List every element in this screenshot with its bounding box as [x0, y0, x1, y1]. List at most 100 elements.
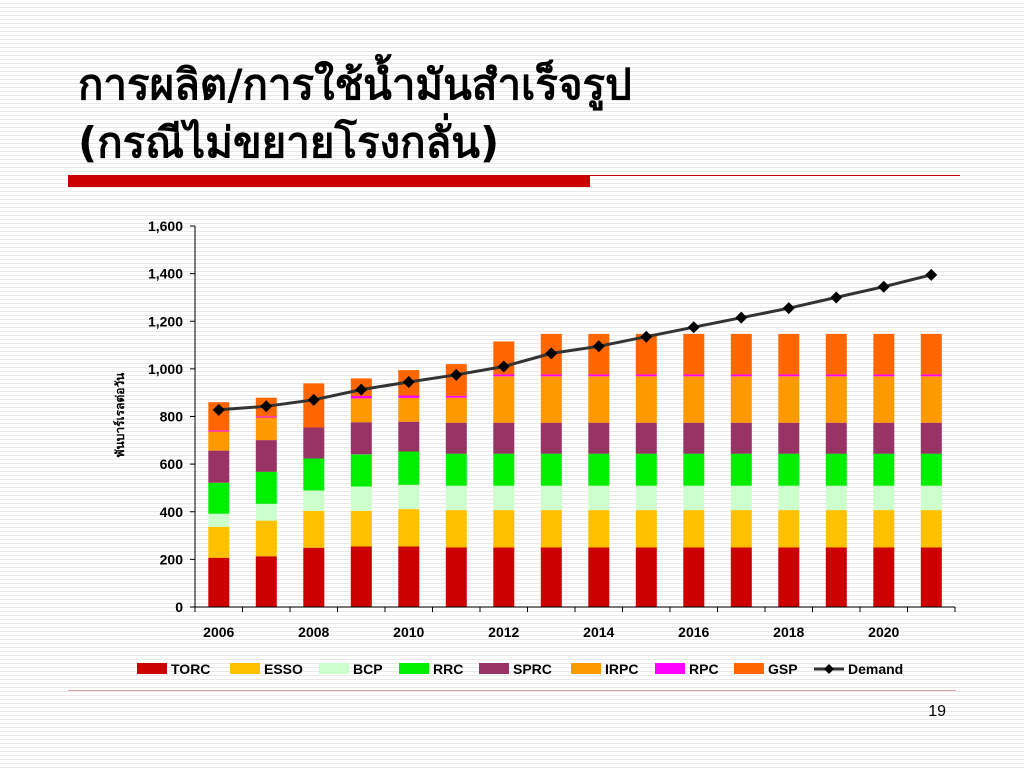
bar-sprc-2008 — [303, 427, 325, 459]
bar-rrc-2010 — [398, 451, 420, 485]
x-tick-label: 2012 — [488, 624, 519, 640]
legend-swatch-sprc — [479, 663, 509, 674]
bar-bcp-2013 — [540, 485, 562, 511]
y-tick-label: 1,200 — [148, 313, 183, 329]
bar-rrc-2021 — [920, 453, 942, 486]
bar-irpc-2019 — [825, 376, 847, 423]
bar-rpc-2007 — [255, 416, 277, 418]
bar-irpc-2018 — [778, 376, 800, 423]
demand-point-2007 — [260, 400, 273, 413]
legend: TORC ESSO BCP RRC SPRC IRPC RPC GSP Demand — [137, 661, 903, 677]
bar-gsp-2017 — [730, 333, 752, 375]
bar-torc-2012 — [493, 547, 515, 607]
bar-rrc-2008 — [303, 458, 325, 491]
bar-rpc-2018 — [778, 374, 800, 377]
bar-rpc-2013 — [540, 374, 562, 377]
bar-sprc-2013 — [540, 422, 562, 454]
legend-swatch-rrc — [399, 663, 429, 674]
bar-sprc-2020 — [873, 422, 895, 454]
axes-layer: 0 200 400 600 800 1,000 1,200 1,400 1,600 2006 200… — [148, 218, 956, 640]
demand-point-2010 — [402, 375, 415, 388]
demand-point-2011 — [450, 368, 463, 381]
y-tick-label: 0 — [175, 599, 183, 615]
bar-irpc-2013 — [540, 376, 562, 423]
bar-rpc-2010 — [398, 395, 420, 398]
bar-torc-2016 — [683, 547, 705, 607]
bar-bcp-2015 — [635, 485, 657, 511]
bar-bcp-2011 — [445, 485, 467, 511]
bar-bcp-2020 — [873, 485, 895, 511]
legend-swatch-bcp — [319, 663, 349, 674]
bar-bcp-2009 — [350, 486, 372, 511]
page-number: 19 — [928, 703, 946, 720]
legend-swatch-esso — [230, 663, 260, 674]
bar-sprc-2011 — [445, 422, 467, 454]
bar-bcp-2019 — [825, 485, 847, 511]
bar-rpc-2011 — [445, 395, 467, 398]
bar-rrc-2007 — [255, 471, 277, 504]
footer-rule — [68, 690, 956, 691]
demand-point-2012 — [497, 360, 510, 373]
bar-gsp-2019 — [825, 333, 847, 375]
x-tick-label: 2014 — [583, 624, 614, 640]
bar-irpc-2012 — [493, 376, 515, 423]
bar-bcp-2010 — [398, 484, 420, 510]
bar-sprc-2007 — [255, 440, 277, 472]
bar-bcp-2016 — [683, 485, 705, 511]
bar-rrc-2019 — [825, 453, 847, 486]
bar-bcp-2021 — [920, 485, 942, 511]
demand-point-2021 — [925, 268, 938, 281]
legend-marker-demand — [824, 664, 834, 674]
y-tick-label: 1,600 — [148, 218, 183, 234]
demand-line — [218, 273, 932, 412]
bar-irpc-2021 — [920, 376, 942, 423]
bar-rrc-2018 — [778, 453, 800, 486]
bar-bcp-2014 — [588, 485, 610, 511]
bar-esso-2018 — [778, 510, 800, 548]
bar-sprc-2006 — [208, 450, 230, 483]
title-line-1: การผลิต/การใช้น้ำมันสำเร็จรูป — [78, 60, 632, 109]
bar-rpc-2006 — [208, 430, 230, 432]
bar-torc-2010 — [398, 546, 420, 607]
bar-irpc-2016 — [683, 376, 705, 423]
title-line-2: (กรณีไม่ขยายโรงกลั่น) — [78, 118, 500, 167]
demand-point-2013 — [545, 347, 558, 360]
bar-torc-2015 — [635, 547, 657, 607]
bar-torc-2019 — [825, 547, 847, 607]
bar-rpc-2017 — [730, 374, 752, 377]
bar-rpc-2009 — [350, 396, 372, 399]
bar-irpc-2010 — [398, 397, 420, 422]
bar-gsp-2020 — [873, 333, 895, 375]
demand-point-2019 — [830, 291, 843, 304]
bar-esso-2015 — [635, 510, 657, 548]
legend-swatch-torc — [137, 663, 167, 674]
bar-torc-2011 — [445, 547, 467, 607]
bar-irpc-2020 — [873, 376, 895, 423]
x-tick-label: 2020 — [868, 624, 899, 640]
demand-point-2009 — [355, 383, 368, 396]
bar-torc-2007 — [255, 556, 277, 607]
x-tick-label: 2016 — [678, 624, 709, 640]
bar-esso-2009 — [350, 510, 372, 547]
demand-line-layer — [212, 268, 938, 416]
demand-point-2015 — [640, 330, 653, 343]
bar-torc-2006 — [208, 557, 230, 607]
bar-esso-2011 — [445, 510, 467, 548]
legend-label-rrc: RRC — [433, 661, 463, 677]
bar-rrc-2015 — [635, 453, 657, 486]
bar-rrc-2020 — [873, 453, 895, 486]
bar-esso-2017 — [730, 510, 752, 548]
bar-rrc-2009 — [350, 454, 372, 487]
bar-rrc-2012 — [493, 453, 515, 486]
bar-rpc-2016 — [683, 374, 705, 377]
legend-label-gsp: GSP — [768, 661, 798, 677]
legend-label-esso: ESSO — [264, 661, 303, 677]
y-tick-label: 800 — [160, 409, 184, 425]
bar-irpc-2007 — [255, 417, 277, 441]
bar-sprc-2019 — [825, 422, 847, 454]
bar-rrc-2006 — [208, 482, 230, 514]
bar-esso-2008 — [303, 510, 325, 548]
bar-irpc-2006 — [208, 431, 230, 451]
demand-point-2020 — [877, 280, 890, 293]
legend-label-torc: TORC — [171, 661, 210, 677]
